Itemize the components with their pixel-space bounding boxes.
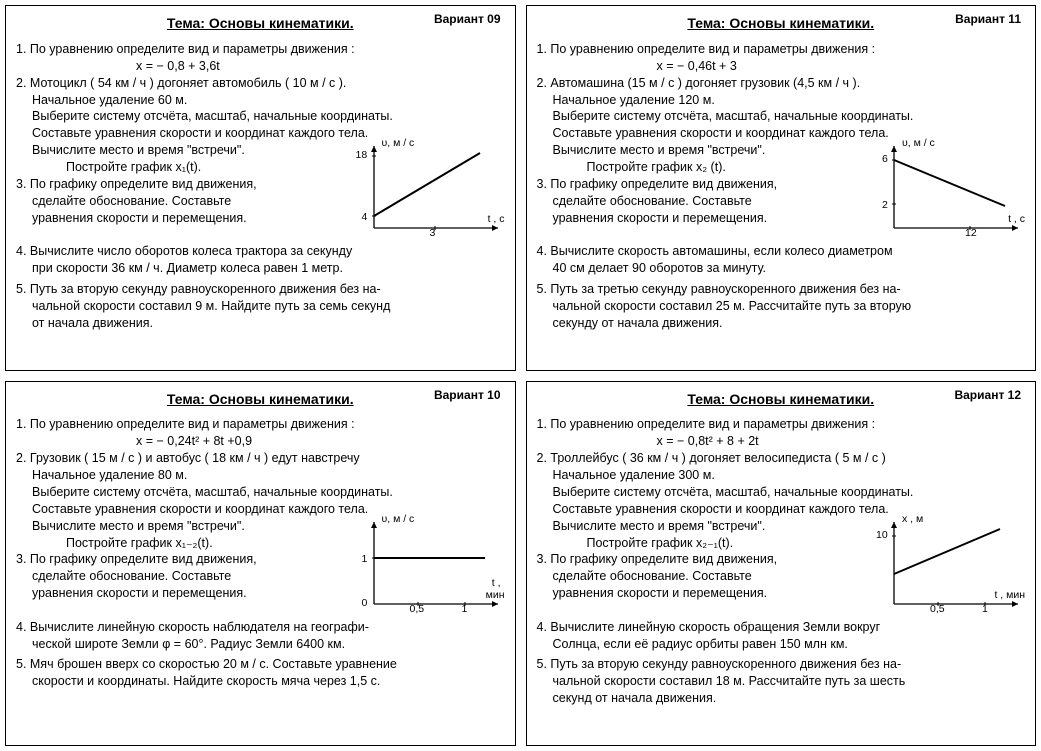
q1: 1. По уравнению определите вид и парамет… bbox=[16, 41, 505, 58]
card-12: Вариант 12 Тема: Основы кинематики. 1. П… bbox=[526, 381, 1037, 747]
variant-label: Вариант 09 bbox=[434, 11, 501, 27]
chart-12: x , м 10 0,5 1 t , мин bbox=[870, 514, 1025, 619]
title: Тема: Основы кинематики. bbox=[16, 14, 505, 33]
q2: 2. Мотоцикл ( 54 км / ч ) догоняет автом… bbox=[16, 75, 505, 143]
card-10: Вариант 10 Тема: Основы кинематики. 1. П… bbox=[5, 381, 516, 747]
variant-label: Вариант 12 bbox=[954, 387, 1021, 403]
card-11: Вариант 11 Тема: Основы кинематики. 1. П… bbox=[526, 5, 1037, 371]
variant-label: Вариант 11 bbox=[955, 11, 1021, 27]
q1-eq: x = − 0,8 + 3,6t bbox=[136, 58, 505, 75]
chart-09: υ, м / с 18 4 3 t , с bbox=[350, 138, 505, 243]
variant-label: Вариант 10 bbox=[434, 387, 501, 403]
chart-11: υ, м / с 6 2 12 t , с bbox=[870, 138, 1025, 243]
title: Тема: Основы кинематики. bbox=[537, 390, 1026, 409]
card-09: Вариант 09 Тема: Основы кинематики. 1. П… bbox=[5, 5, 516, 371]
title: Тема: Основы кинематики. bbox=[16, 390, 505, 409]
chart-10: υ, м / с 1 0 0,5 1 t , мин bbox=[350, 514, 505, 619]
title: Тема: Основы кинематики. bbox=[537, 14, 1026, 33]
